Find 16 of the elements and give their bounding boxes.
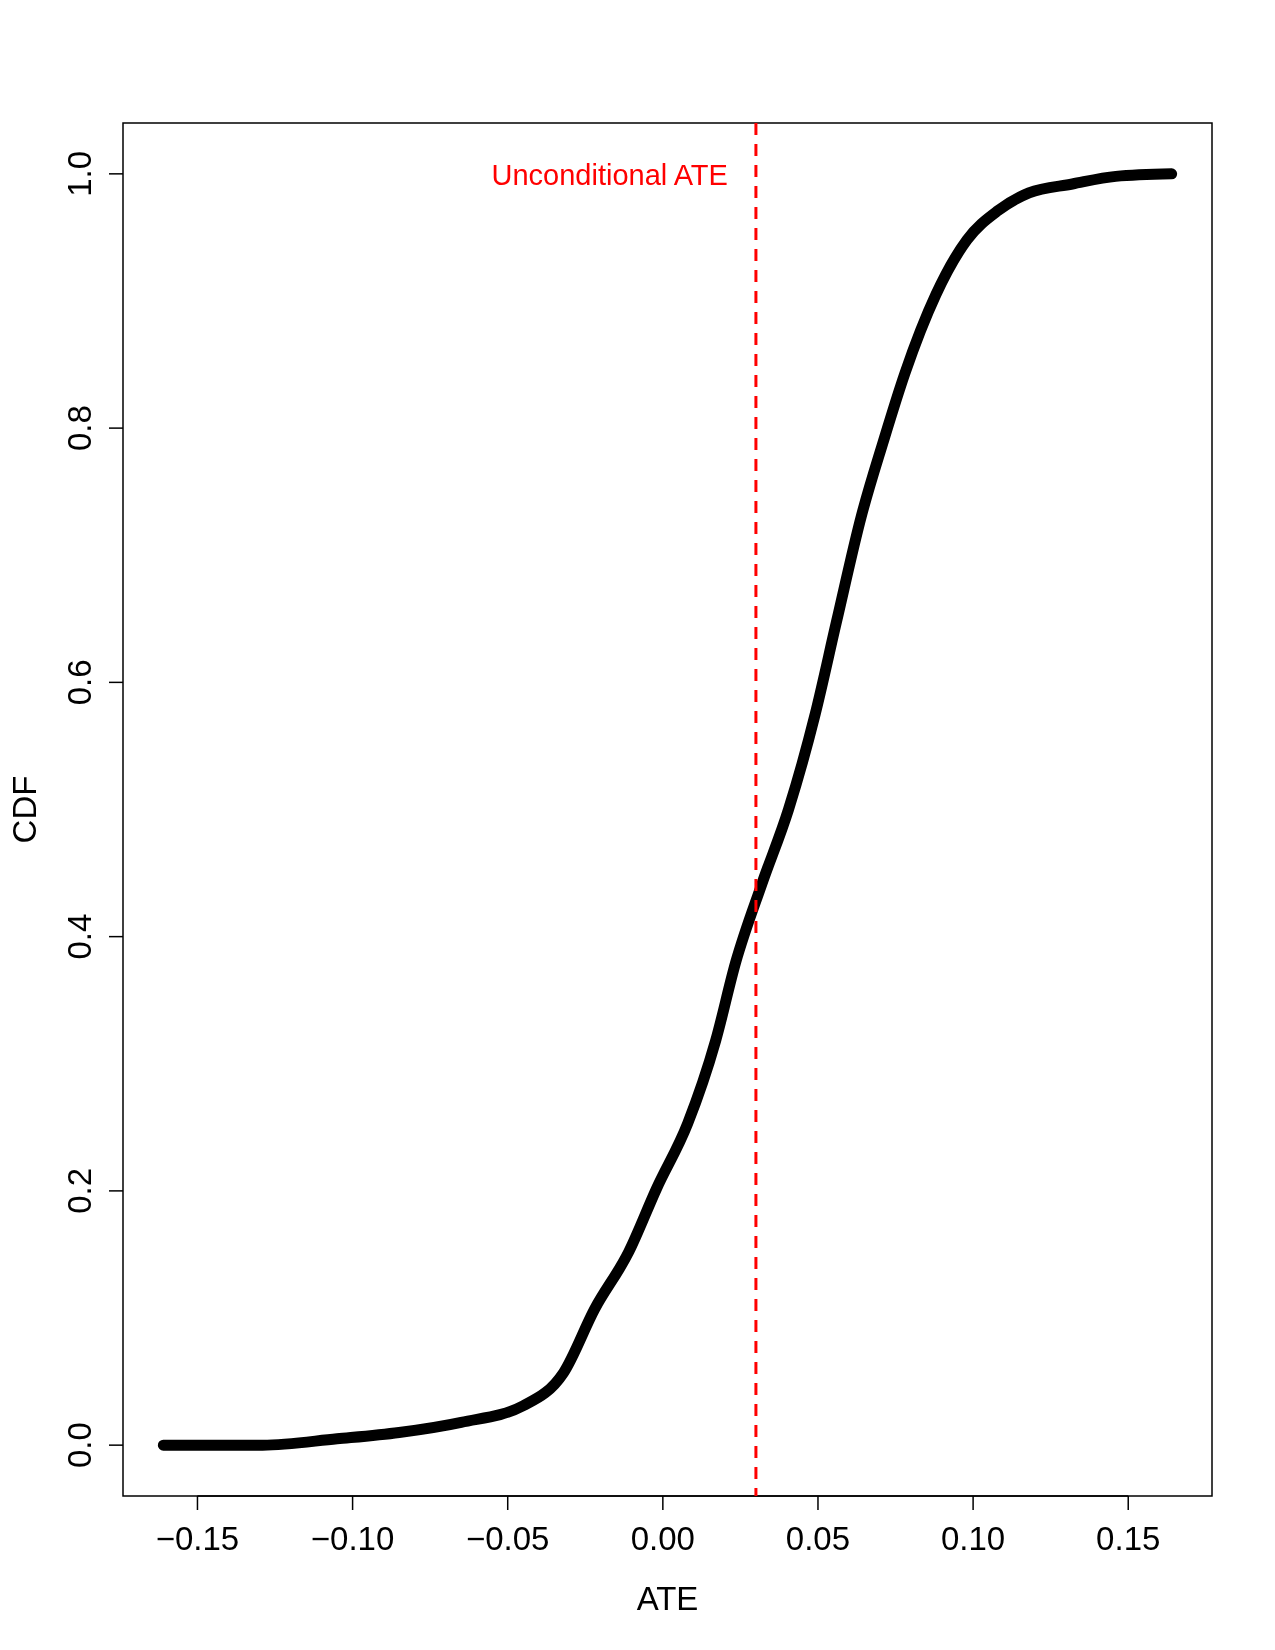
y-tick-label: 0.6 xyxy=(61,659,98,706)
ref-line-label: Unconditional ATE xyxy=(491,159,728,191)
x-tick-label: 0.00 xyxy=(630,1520,695,1557)
x-tick-label: 0.15 xyxy=(1096,1520,1161,1557)
y-tick-label: 1.0 xyxy=(61,150,98,197)
y-axis-title: CDF xyxy=(6,775,43,844)
y-tick-label: 0.4 xyxy=(61,913,98,960)
x-tick-label: −0.15 xyxy=(155,1520,240,1557)
x-tick-label: −0.10 xyxy=(310,1520,395,1557)
x-axis-title: ATE xyxy=(636,1580,699,1617)
x-tick-label: 0.10 xyxy=(940,1520,1006,1557)
y-tick-label: 0.8 xyxy=(61,405,98,452)
x-tick-label: −0.05 xyxy=(465,1520,550,1557)
x-tick-label: 0.05 xyxy=(785,1520,851,1557)
y-tick-label: 0.0 xyxy=(61,1422,98,1469)
y-tick-label: 0.2 xyxy=(61,1167,98,1214)
